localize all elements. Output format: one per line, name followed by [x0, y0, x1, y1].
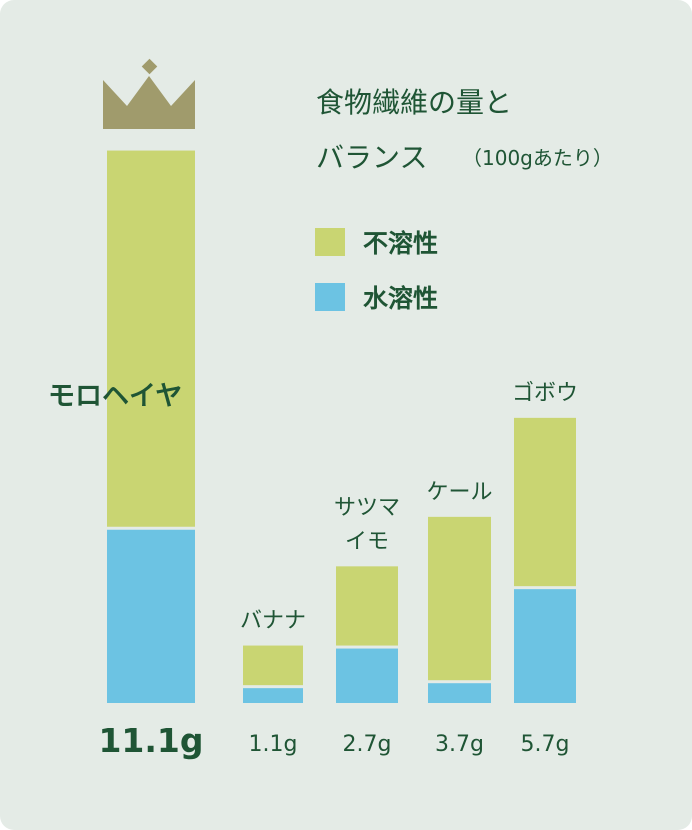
total-label: 3.7g — [435, 732, 484, 757]
category-label: モロヘイヤ — [48, 381, 182, 412]
chart-title-line2: バランス — [316, 141, 427, 174]
chart-subtitle: （100gあたり） — [462, 146, 613, 170]
category-label: サツマ — [334, 495, 400, 520]
total-label: 2.7g — [343, 732, 392, 757]
legend-swatch-insoluble — [315, 228, 345, 256]
bar-insoluble — [107, 150, 195, 527]
bar-insoluble — [514, 417, 576, 587]
crown-icon — [103, 58, 195, 129]
category-label: ゴボウ — [512, 381, 578, 406]
bar-soluble — [514, 589, 576, 703]
bar-insoluble — [336, 566, 398, 646]
legend-label-soluble: 水溶性 — [363, 284, 438, 313]
bar-soluble — [107, 529, 195, 703]
total-label: 11.1g — [98, 721, 203, 760]
chart-title: 食物繊維の量と — [316, 86, 512, 119]
bar-insoluble — [243, 645, 303, 686]
category-label: ケール — [426, 480, 492, 505]
legend-label-insoluble: 不溶性 — [363, 229, 438, 258]
category-label: バナナ — [240, 609, 306, 634]
total-label: 5.7g — [521, 732, 570, 757]
bar-soluble — [243, 688, 303, 703]
bar-soluble — [336, 648, 398, 703]
bar-insoluble — [428, 516, 491, 681]
bar-soluble — [428, 683, 491, 703]
category-label: イモ — [345, 529, 389, 554]
bars-layer — [107, 150, 576, 703]
legend: 不溶性 水溶性 — [315, 228, 438, 313]
total-label: 1.1g — [249, 732, 298, 757]
legend-swatch-soluble — [315, 283, 345, 311]
